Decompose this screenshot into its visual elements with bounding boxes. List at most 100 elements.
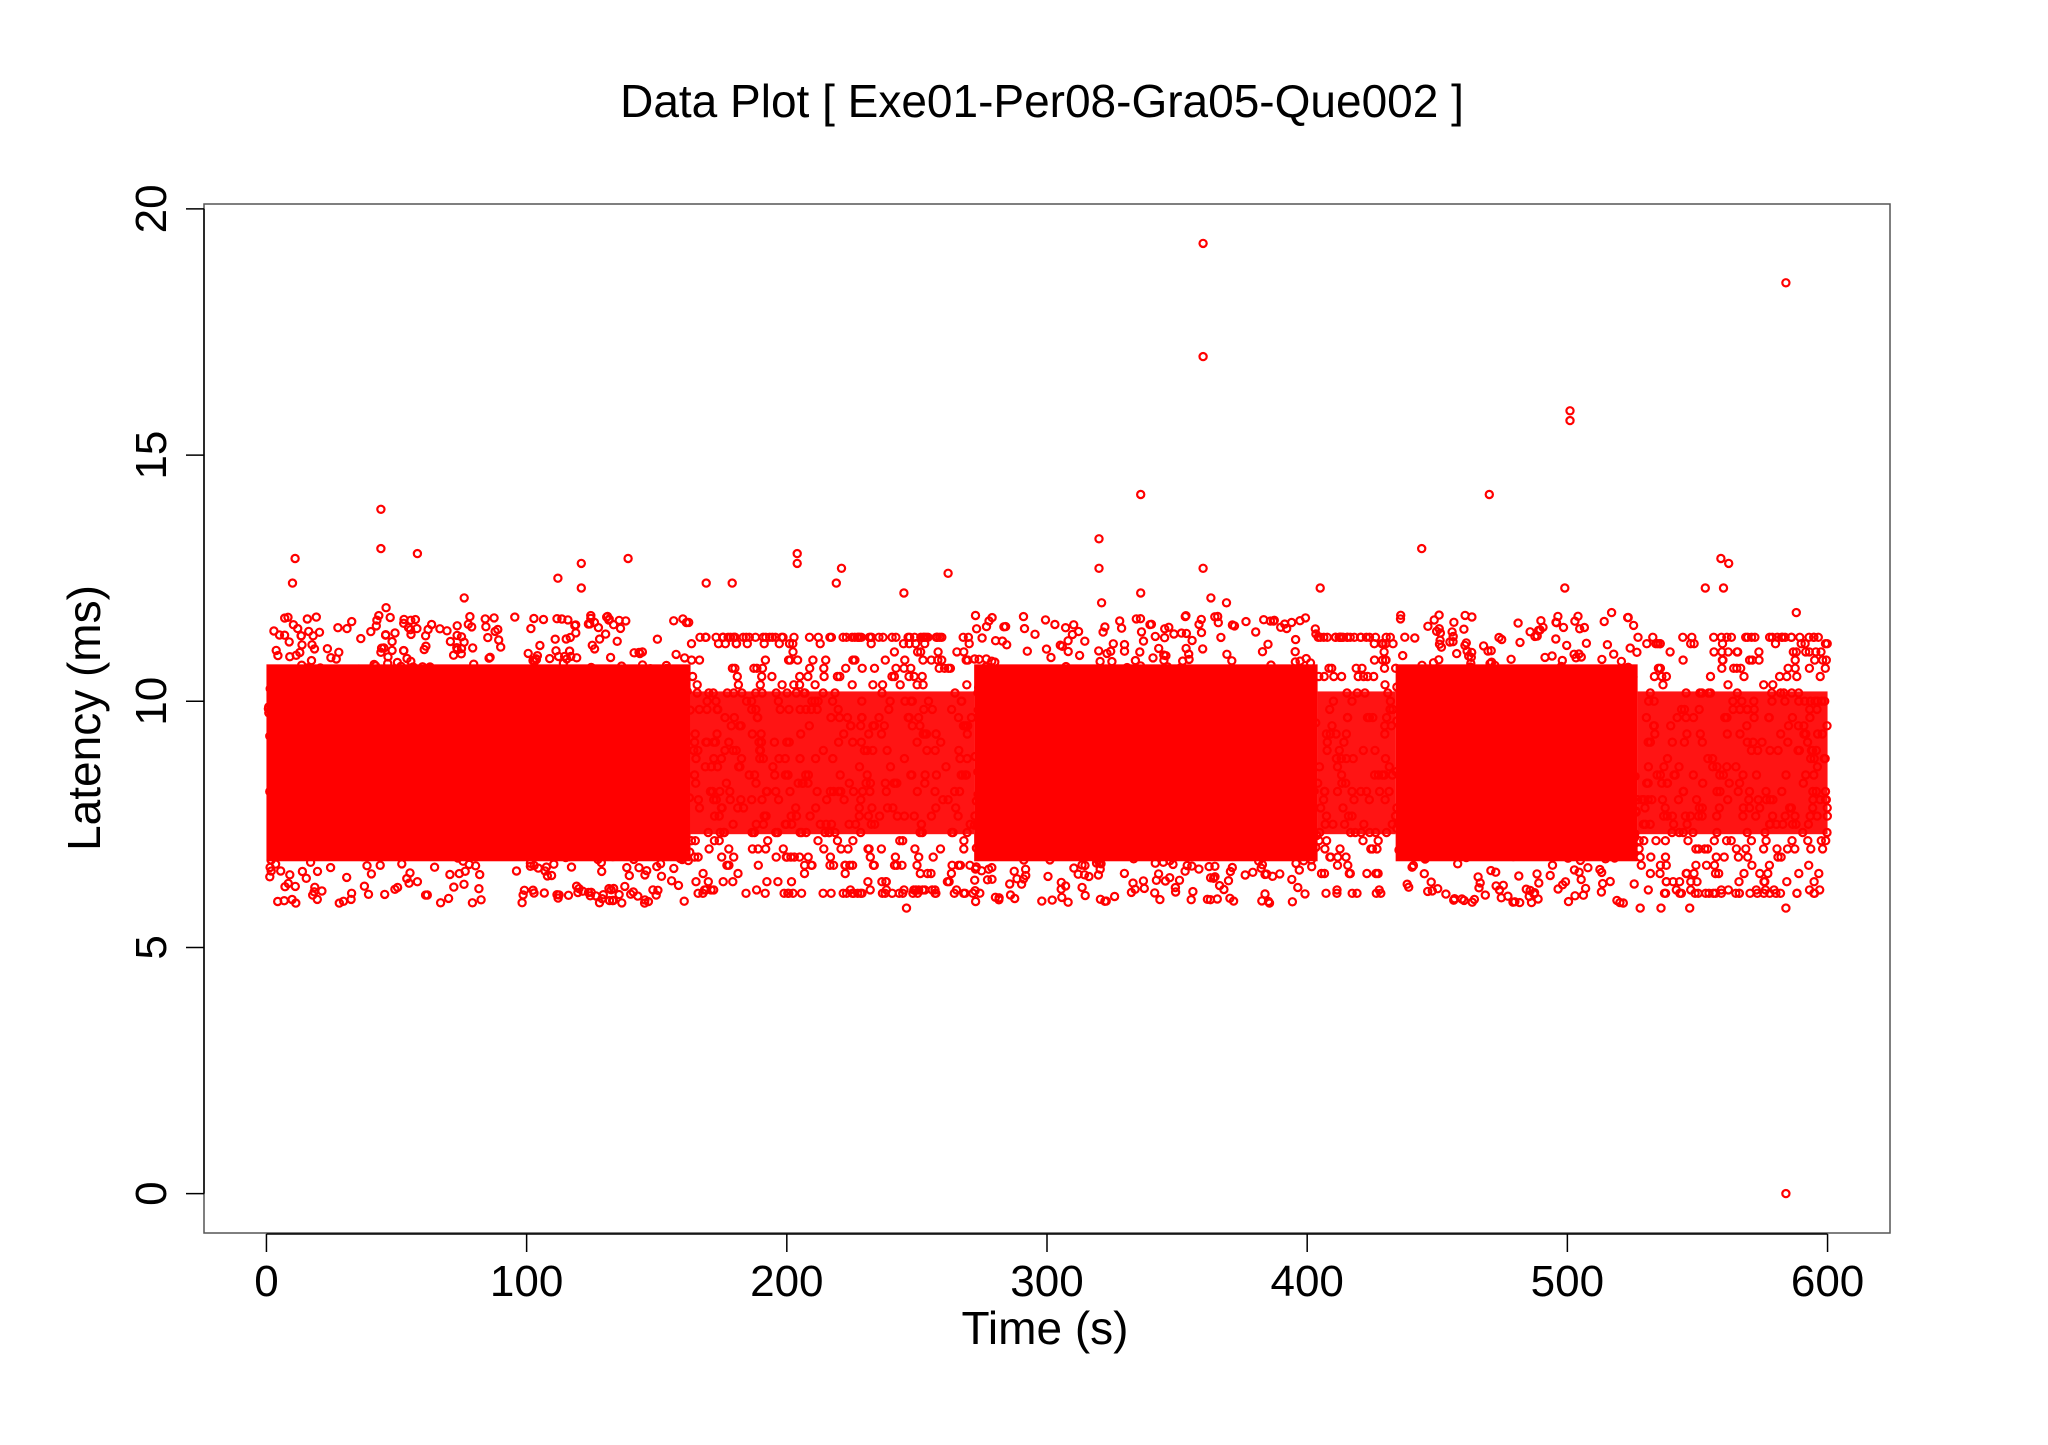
data-point	[1792, 671, 1802, 682]
data-point	[1119, 646, 1130, 656]
data-point	[485, 667, 496, 678]
data-point	[303, 844, 313, 854]
data-point	[1135, 661, 1146, 671]
data-point	[437, 821, 447, 831]
data-point	[1342, 712, 1353, 723]
data-point	[1019, 684, 1030, 694]
data-point	[1307, 832, 1317, 843]
data-point	[441, 754, 451, 765]
data-point	[1381, 827, 1392, 838]
data-point	[1241, 616, 1251, 627]
data-point	[1110, 721, 1120, 731]
data-point	[1645, 688, 1656, 698]
data-point	[1431, 626, 1442, 637]
data-point	[581, 740, 592, 750]
data-point	[1449, 617, 1459, 628]
data-point	[1816, 836, 1827, 846]
data-point	[1240, 870, 1250, 880]
data-point	[1667, 737, 1678, 747]
data-point	[1214, 775, 1225, 786]
data-point	[709, 836, 720, 846]
data-point	[808, 655, 818, 665]
data-point	[441, 736, 452, 746]
outlier-point	[1416, 543, 1427, 554]
outlier-point	[1286, 617, 1297, 628]
data-point	[293, 815, 304, 825]
data-point	[1657, 778, 1667, 788]
data-point	[826, 819, 837, 830]
data-point	[1726, 632, 1737, 643]
data-point	[561, 736, 572, 747]
data-point	[297, 640, 307, 650]
data-point	[1448, 631, 1458, 642]
data-point	[931, 729, 941, 739]
data-point	[370, 704, 380, 714]
data-point	[402, 873, 412, 884]
data-point	[1715, 770, 1725, 780]
data-point	[862, 770, 872, 780]
data-point	[1248, 867, 1258, 878]
data-point	[708, 688, 719, 698]
data-point	[1783, 663, 1793, 674]
data-point	[1380, 795, 1390, 805]
data-point	[292, 703, 303, 714]
data-point	[853, 632, 864, 643]
data-point	[354, 664, 364, 674]
data-point	[323, 797, 333, 807]
data-point	[695, 632, 705, 643]
data-point	[1587, 777, 1597, 787]
data-point	[1652, 770, 1662, 780]
data-point	[651, 890, 661, 900]
data-point	[645, 664, 656, 674]
data-point	[1016, 879, 1027, 889]
data-point	[839, 729, 849, 739]
data-point	[490, 626, 500, 637]
data-point	[801, 770, 811, 780]
data-point	[443, 787, 453, 798]
data-point	[1804, 663, 1815, 674]
data-point	[669, 863, 679, 874]
data-point	[1774, 671, 1785, 682]
data-point	[769, 737, 780, 747]
data-point	[1511, 740, 1522, 751]
data-point	[1251, 808, 1261, 818]
data-point	[1302, 779, 1313, 789]
data-point	[484, 678, 494, 688]
data-point	[1012, 720, 1023, 730]
data-point	[1695, 729, 1706, 739]
data-point	[779, 888, 789, 899]
data-point	[1690, 888, 1700, 899]
data-point	[1116, 623, 1127, 633]
data-point	[340, 695, 351, 706]
data-point	[1466, 736, 1476, 746]
data-point	[1092, 765, 1102, 775]
data-point	[401, 696, 411, 706]
data-point	[1499, 842, 1509, 853]
data-point	[1206, 735, 1217, 746]
data-point	[1812, 762, 1823, 772]
data-point	[736, 795, 746, 805]
data-point	[898, 888, 908, 899]
data-point	[571, 834, 582, 845]
data-point	[686, 836, 697, 846]
data-point	[1634, 844, 1644, 854]
data-point	[835, 770, 845, 780]
data-point	[1432, 832, 1442, 842]
data-point	[724, 844, 734, 854]
data-point	[1532, 729, 1543, 739]
data-point	[1443, 683, 1454, 693]
data-point	[653, 885, 663, 896]
data-point	[813, 632, 824, 643]
data-point	[354, 828, 364, 839]
data-point	[692, 680, 702, 690]
data-point	[612, 725, 623, 736]
data-point	[741, 632, 751, 643]
data-point	[332, 800, 342, 810]
data-point	[1161, 812, 1172, 823]
data-point	[826, 888, 836, 899]
data-point	[1275, 756, 1285, 766]
data-point	[997, 636, 1008, 646]
outlier-point	[1560, 583, 1570, 593]
data-point	[1053, 830, 1063, 841]
data-point	[1734, 877, 1744, 887]
